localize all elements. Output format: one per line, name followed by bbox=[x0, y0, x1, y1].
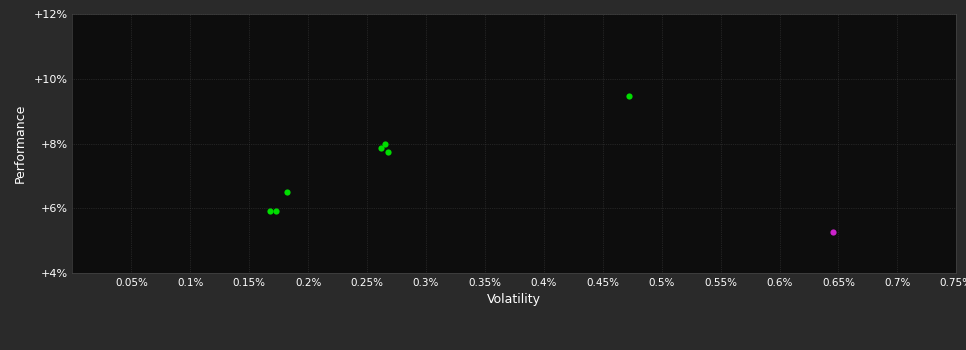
Point bbox=[263, 208, 278, 213]
Point bbox=[374, 145, 389, 150]
Point bbox=[621, 93, 637, 98]
Point bbox=[279, 189, 295, 195]
X-axis label: Volatility: Volatility bbox=[488, 293, 541, 306]
Point bbox=[377, 141, 392, 147]
Point bbox=[825, 229, 840, 234]
Point bbox=[269, 209, 284, 214]
Y-axis label: Performance: Performance bbox=[14, 104, 26, 183]
Point bbox=[381, 149, 396, 155]
